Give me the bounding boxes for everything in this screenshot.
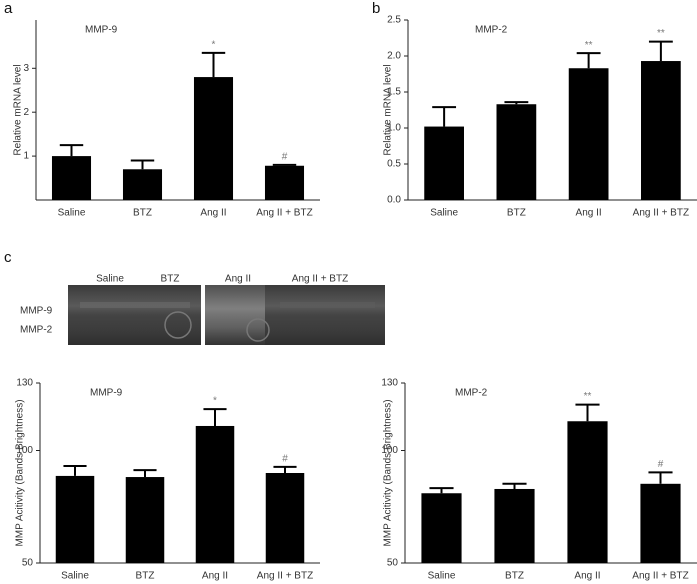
y-tick-label: 1.5 (387, 87, 401, 98)
y-axis-label: MMP Acitivity (Bands Brightness) (383, 399, 394, 546)
x-tick-label: Saline (428, 571, 456, 582)
x-tick-label: Ang II + BTZ (633, 208, 689, 219)
bar (195, 425, 235, 563)
bar (424, 126, 464, 200)
chart-title: MMP-2 (475, 25, 508, 36)
bar (640, 483, 681, 563)
error-bar (201, 51, 226, 78)
gel-lane-label: Ang II + BTZ (292, 274, 348, 285)
x-tick-label: Saline (61, 571, 89, 582)
y-tick-label: 130 (381, 378, 398, 389)
error-bar (59, 144, 84, 157)
panel-label: c (4, 249, 12, 266)
y-tick-label: 2.0 (387, 51, 401, 62)
error-bar (63, 465, 87, 476)
gel-image (68, 285, 385, 345)
error-bar (130, 159, 155, 170)
x-tick-label: Ang II (202, 571, 228, 582)
x-tick-label: Ang II + BTZ (257, 571, 313, 582)
y-tick-label: 0.5 (387, 159, 401, 170)
bar (421, 493, 462, 563)
y-tick-label: 100 (381, 445, 398, 456)
annotation: ** (657, 28, 665, 39)
x-tick-label: BTZ (507, 208, 526, 219)
error-bar (504, 101, 529, 105)
chart-title: MMP-9 (90, 388, 123, 399)
y-tick-label: 50 (22, 558, 34, 569)
error-bar (502, 482, 527, 489)
error-bar (432, 106, 457, 127)
x-tick-label: Saline (58, 208, 86, 219)
error-bar (576, 52, 601, 69)
gel-band-label: MMP-2 (20, 325, 53, 336)
error-bar (575, 403, 600, 422)
error-bar (133, 469, 157, 478)
y-axis-label: MMP Acitivity (Bands Brightness) (15, 399, 26, 546)
y-axis-label: Relative mRNA level (13, 64, 24, 155)
annotation: # (282, 454, 288, 465)
gel-lane-label: Ang II (225, 274, 251, 285)
error-bar (272, 163, 297, 166)
error-bar (429, 487, 454, 494)
bar (494, 488, 535, 563)
bar (122, 169, 163, 200)
panel-label: a (4, 0, 13, 17)
error-bar (648, 40, 673, 62)
gel-lane-label: Saline (96, 274, 124, 285)
gel-lane-label: BTZ (161, 274, 180, 285)
bar (265, 473, 305, 563)
x-tick-label: Ang II (574, 571, 600, 582)
y-tick-label: 3 (23, 63, 29, 74)
x-tick-label: Ang II + BTZ (256, 208, 312, 219)
y-tick-label: 1.0 (387, 123, 401, 134)
annotation: * (213, 396, 217, 407)
y-tick-label: 2.5 (387, 15, 401, 26)
error-bar (203, 408, 227, 426)
x-tick-label: Ang II (200, 208, 226, 219)
y-tick-label: 50 (387, 558, 399, 569)
chart-title: MMP-2 (455, 388, 488, 399)
bar (568, 68, 609, 201)
y-tick-label: 1 (23, 151, 29, 162)
x-tick-label: Ang II (576, 208, 602, 219)
bar (193, 77, 234, 200)
error-bar (273, 465, 297, 473)
x-tick-label: BTZ (136, 571, 155, 582)
gel-band-label: MMP-9 (20, 306, 53, 317)
y-axis-label: Relative mRNA level (383, 64, 394, 155)
y-tick-label: 100 (16, 445, 33, 456)
bar (496, 104, 537, 200)
annotation: ** (585, 40, 593, 51)
bar (641, 61, 681, 200)
x-tick-label: BTZ (505, 571, 524, 582)
annotation: # (282, 152, 288, 163)
error-bar (648, 471, 673, 484)
x-tick-label: Ang II + BTZ (632, 571, 688, 582)
bar (51, 156, 92, 200)
x-tick-label: BTZ (133, 208, 152, 219)
panel-label: b (372, 0, 380, 17)
annotation: ** (584, 391, 592, 402)
bar (125, 477, 165, 563)
y-tick-label: 130 (16, 378, 33, 389)
bar (567, 421, 608, 563)
y-tick-label: 0.0 (387, 195, 401, 206)
chart-title: MMP-9 (85, 25, 118, 36)
annotation: * (212, 40, 216, 51)
annotation: # (658, 459, 664, 470)
y-tick-label: 2 (23, 107, 29, 118)
bar (264, 165, 305, 200)
bar (55, 475, 95, 563)
x-tick-label: Saline (430, 208, 458, 219)
